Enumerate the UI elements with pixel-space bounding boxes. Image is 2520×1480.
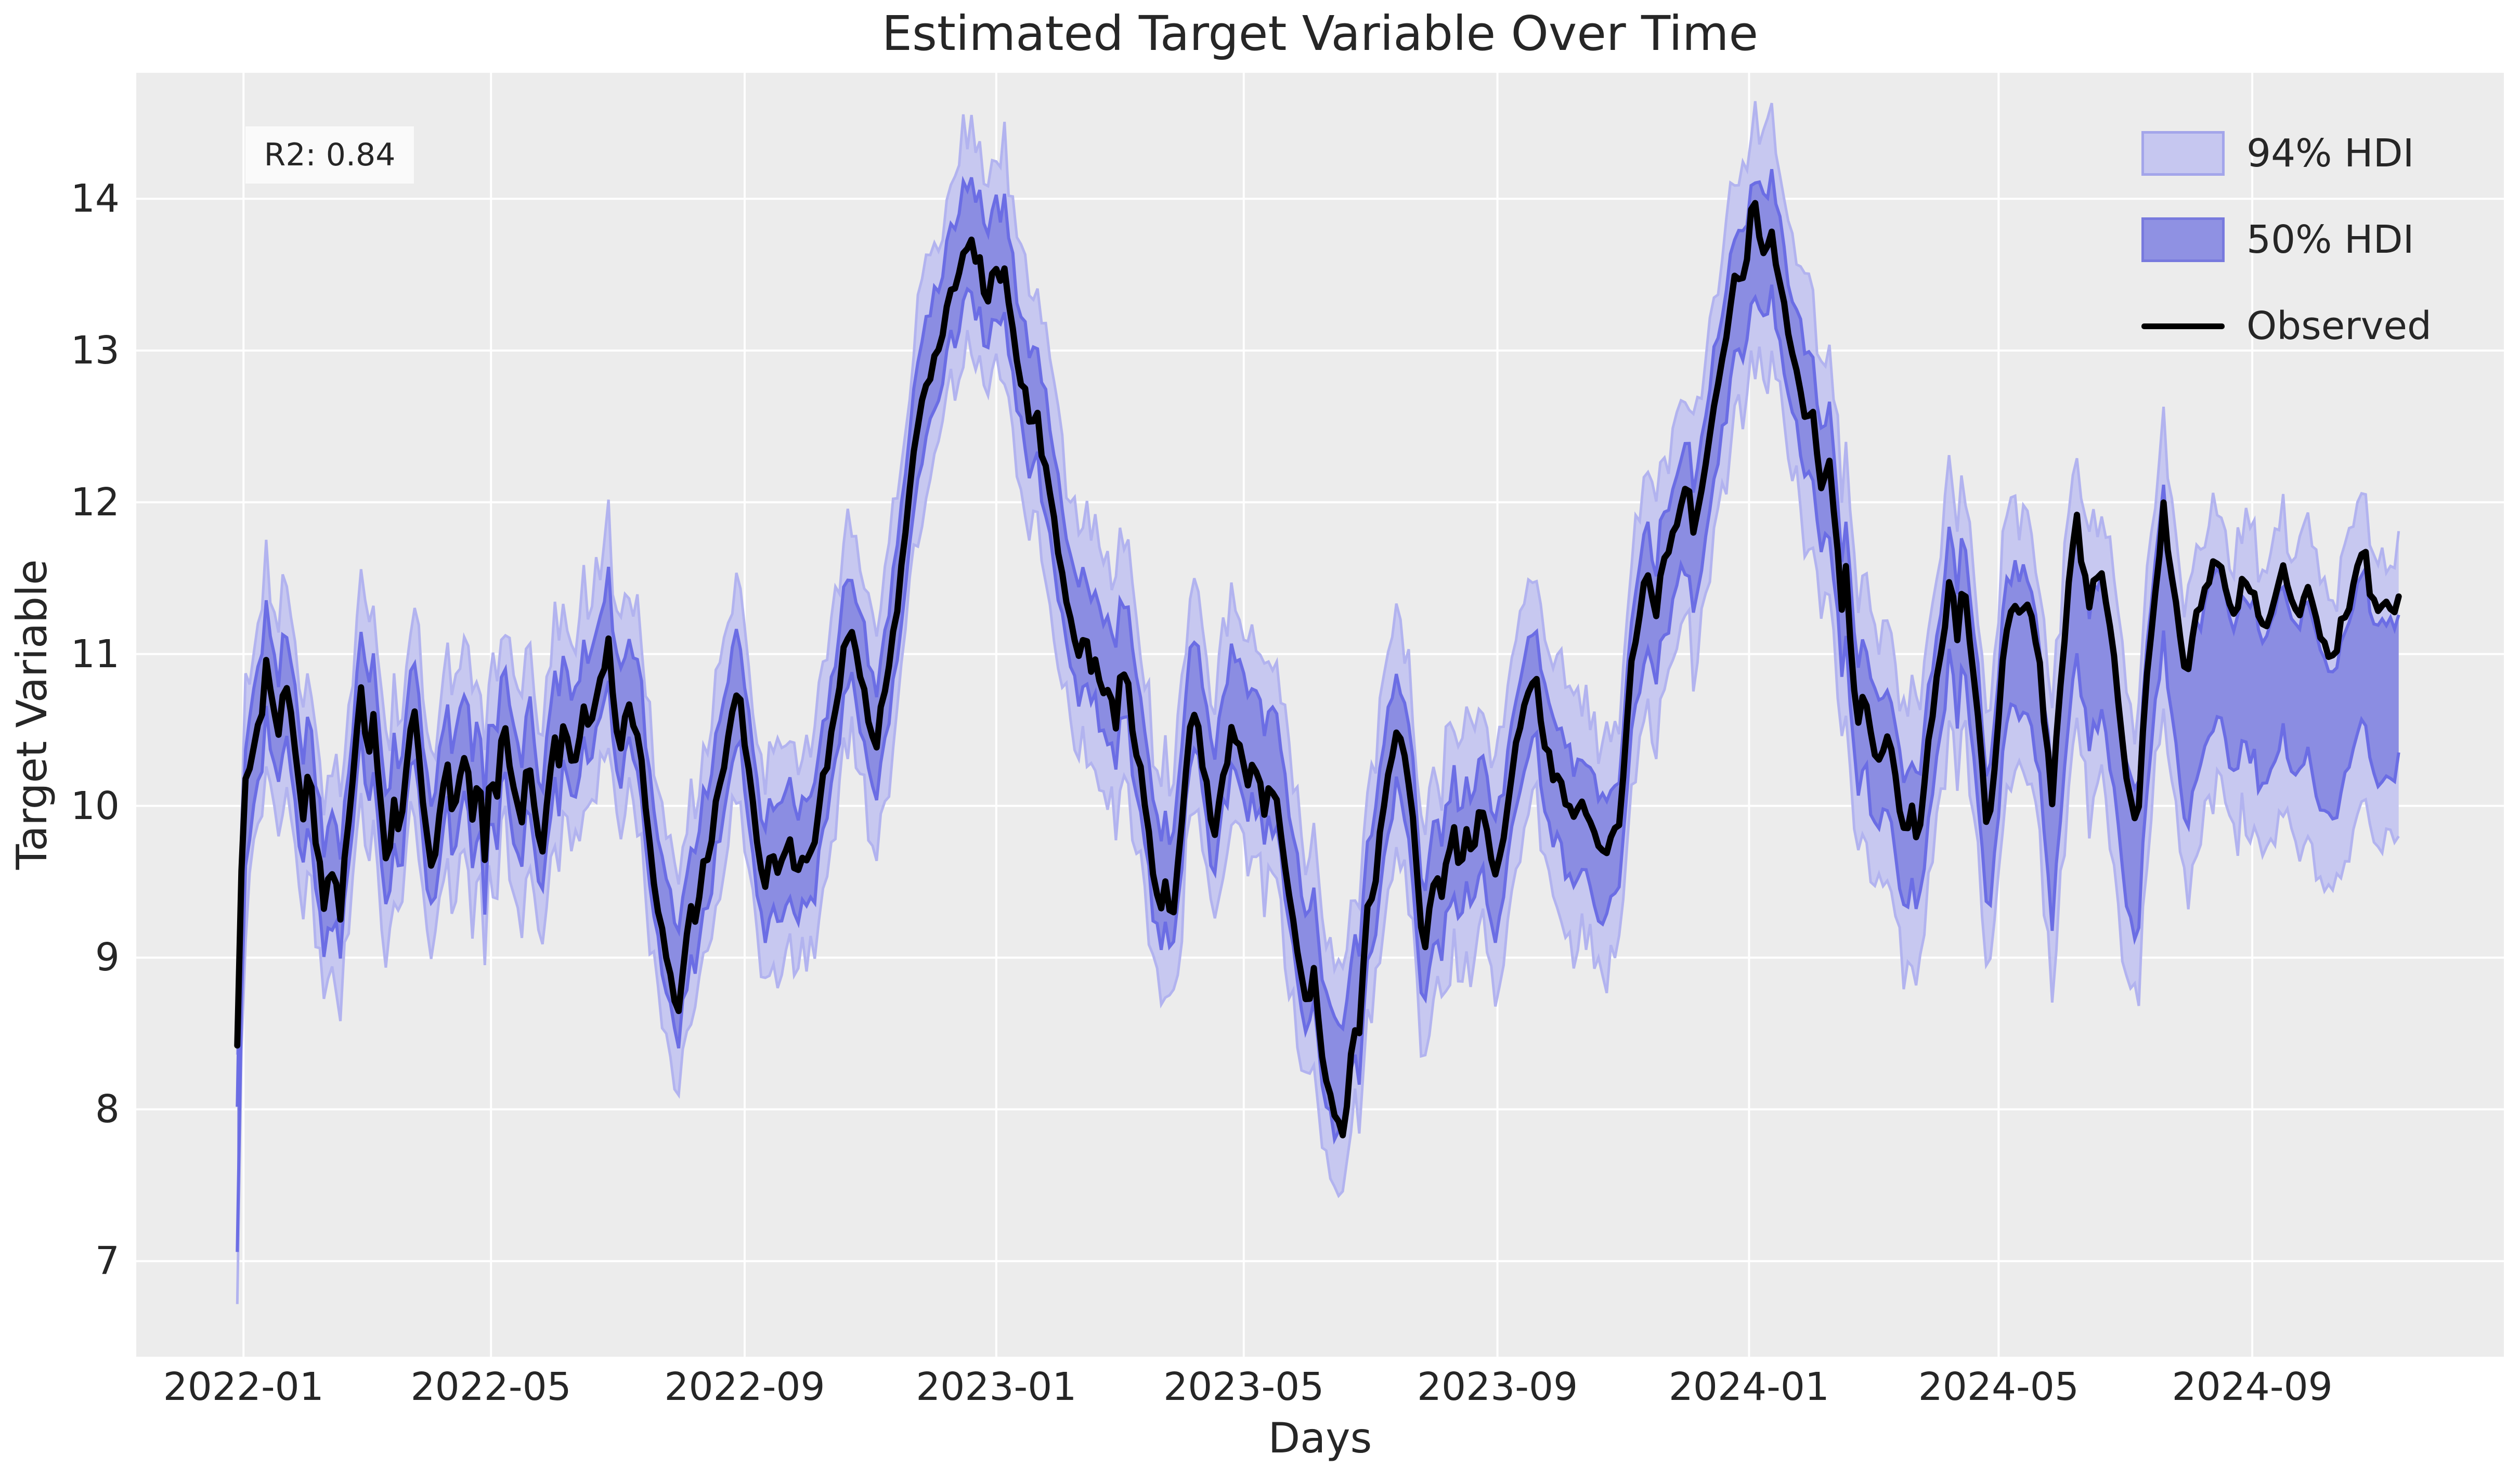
r2-annotation-text: R2: 0.84 [264, 137, 396, 173]
legend-label-50hdi: 50% HDI [2246, 217, 2414, 262]
x-tick-label: 2023-01 [916, 1365, 1077, 1409]
x-tick-label: 2022-09 [664, 1365, 825, 1409]
chart-canvas [136, 73, 2504, 1357]
hdi50-upper-edge [236, 168, 2400, 1107]
legend: 94% HDI 50% HDI Observed [2141, 115, 2432, 364]
hdi94-lower-edge [236, 330, 2400, 1304]
x-tick-label: 2023-09 [1417, 1365, 1578, 1409]
y-tick-label: 12 [70, 479, 120, 525]
y-tick-label: 7 [95, 1239, 120, 1284]
hdi94-swatch-icon [2141, 131, 2225, 176]
x-tick-label: 2022-01 [163, 1365, 324, 1409]
legend-label-observed: Observed [2246, 304, 2432, 348]
y-tick-label: 13 [70, 328, 120, 373]
legend-item-50hdi: 50% HDI [2141, 202, 2432, 278]
x-tick-label: 2022-05 [410, 1365, 571, 1409]
observed-line [234, 200, 2402, 1139]
y-tick-label: 10 [70, 783, 120, 828]
plot-area [136, 73, 2504, 1357]
x-tick-label: 2024-09 [2172, 1365, 2333, 1409]
legend-label-94hdi: 94% HDI [2246, 131, 2414, 176]
hdi94-upper-edge [236, 101, 2400, 1055]
legend-item-94hdi: 94% HDI [2141, 115, 2432, 191]
y-tick-label: 9 [95, 935, 120, 980]
y-tick-label: 8 [95, 1087, 120, 1132]
y-tick-label: 11 [70, 631, 120, 677]
x-tick-label: 2024-05 [1918, 1365, 2079, 1409]
r2-annotation: R2: 0.84 [245, 126, 414, 184]
x-tick-label: 2023-05 [1163, 1365, 1324, 1409]
hdi50-swatch-icon [2141, 217, 2225, 262]
x-axis-label: Days [1268, 1414, 1372, 1462]
observed-line-swatch-icon [2141, 304, 2225, 348]
legend-item-observed: Observed [2141, 288, 2432, 364]
y-tick-label: 14 [70, 176, 120, 222]
chart-title: Estimated Target Variable Over Time [881, 6, 1759, 61]
x-tick-label: 2024-01 [1668, 1365, 1830, 1409]
